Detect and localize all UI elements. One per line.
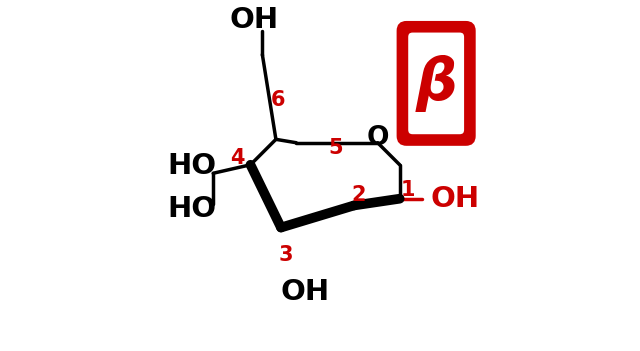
Text: 6: 6: [270, 90, 285, 110]
Text: 2: 2: [352, 185, 366, 205]
Text: 3: 3: [279, 245, 293, 265]
FancyBboxPatch shape: [398, 22, 474, 144]
Text: O: O: [367, 125, 389, 151]
Text: OH: OH: [430, 185, 479, 213]
Text: 4: 4: [230, 148, 244, 168]
Text: β: β: [415, 55, 457, 112]
Text: HO: HO: [168, 152, 216, 180]
Text: OH: OH: [229, 6, 278, 34]
FancyBboxPatch shape: [406, 31, 466, 136]
Text: 5: 5: [328, 138, 342, 158]
Text: OH: OH: [280, 278, 330, 306]
Text: HO: HO: [168, 195, 216, 223]
Text: 1: 1: [401, 180, 415, 200]
